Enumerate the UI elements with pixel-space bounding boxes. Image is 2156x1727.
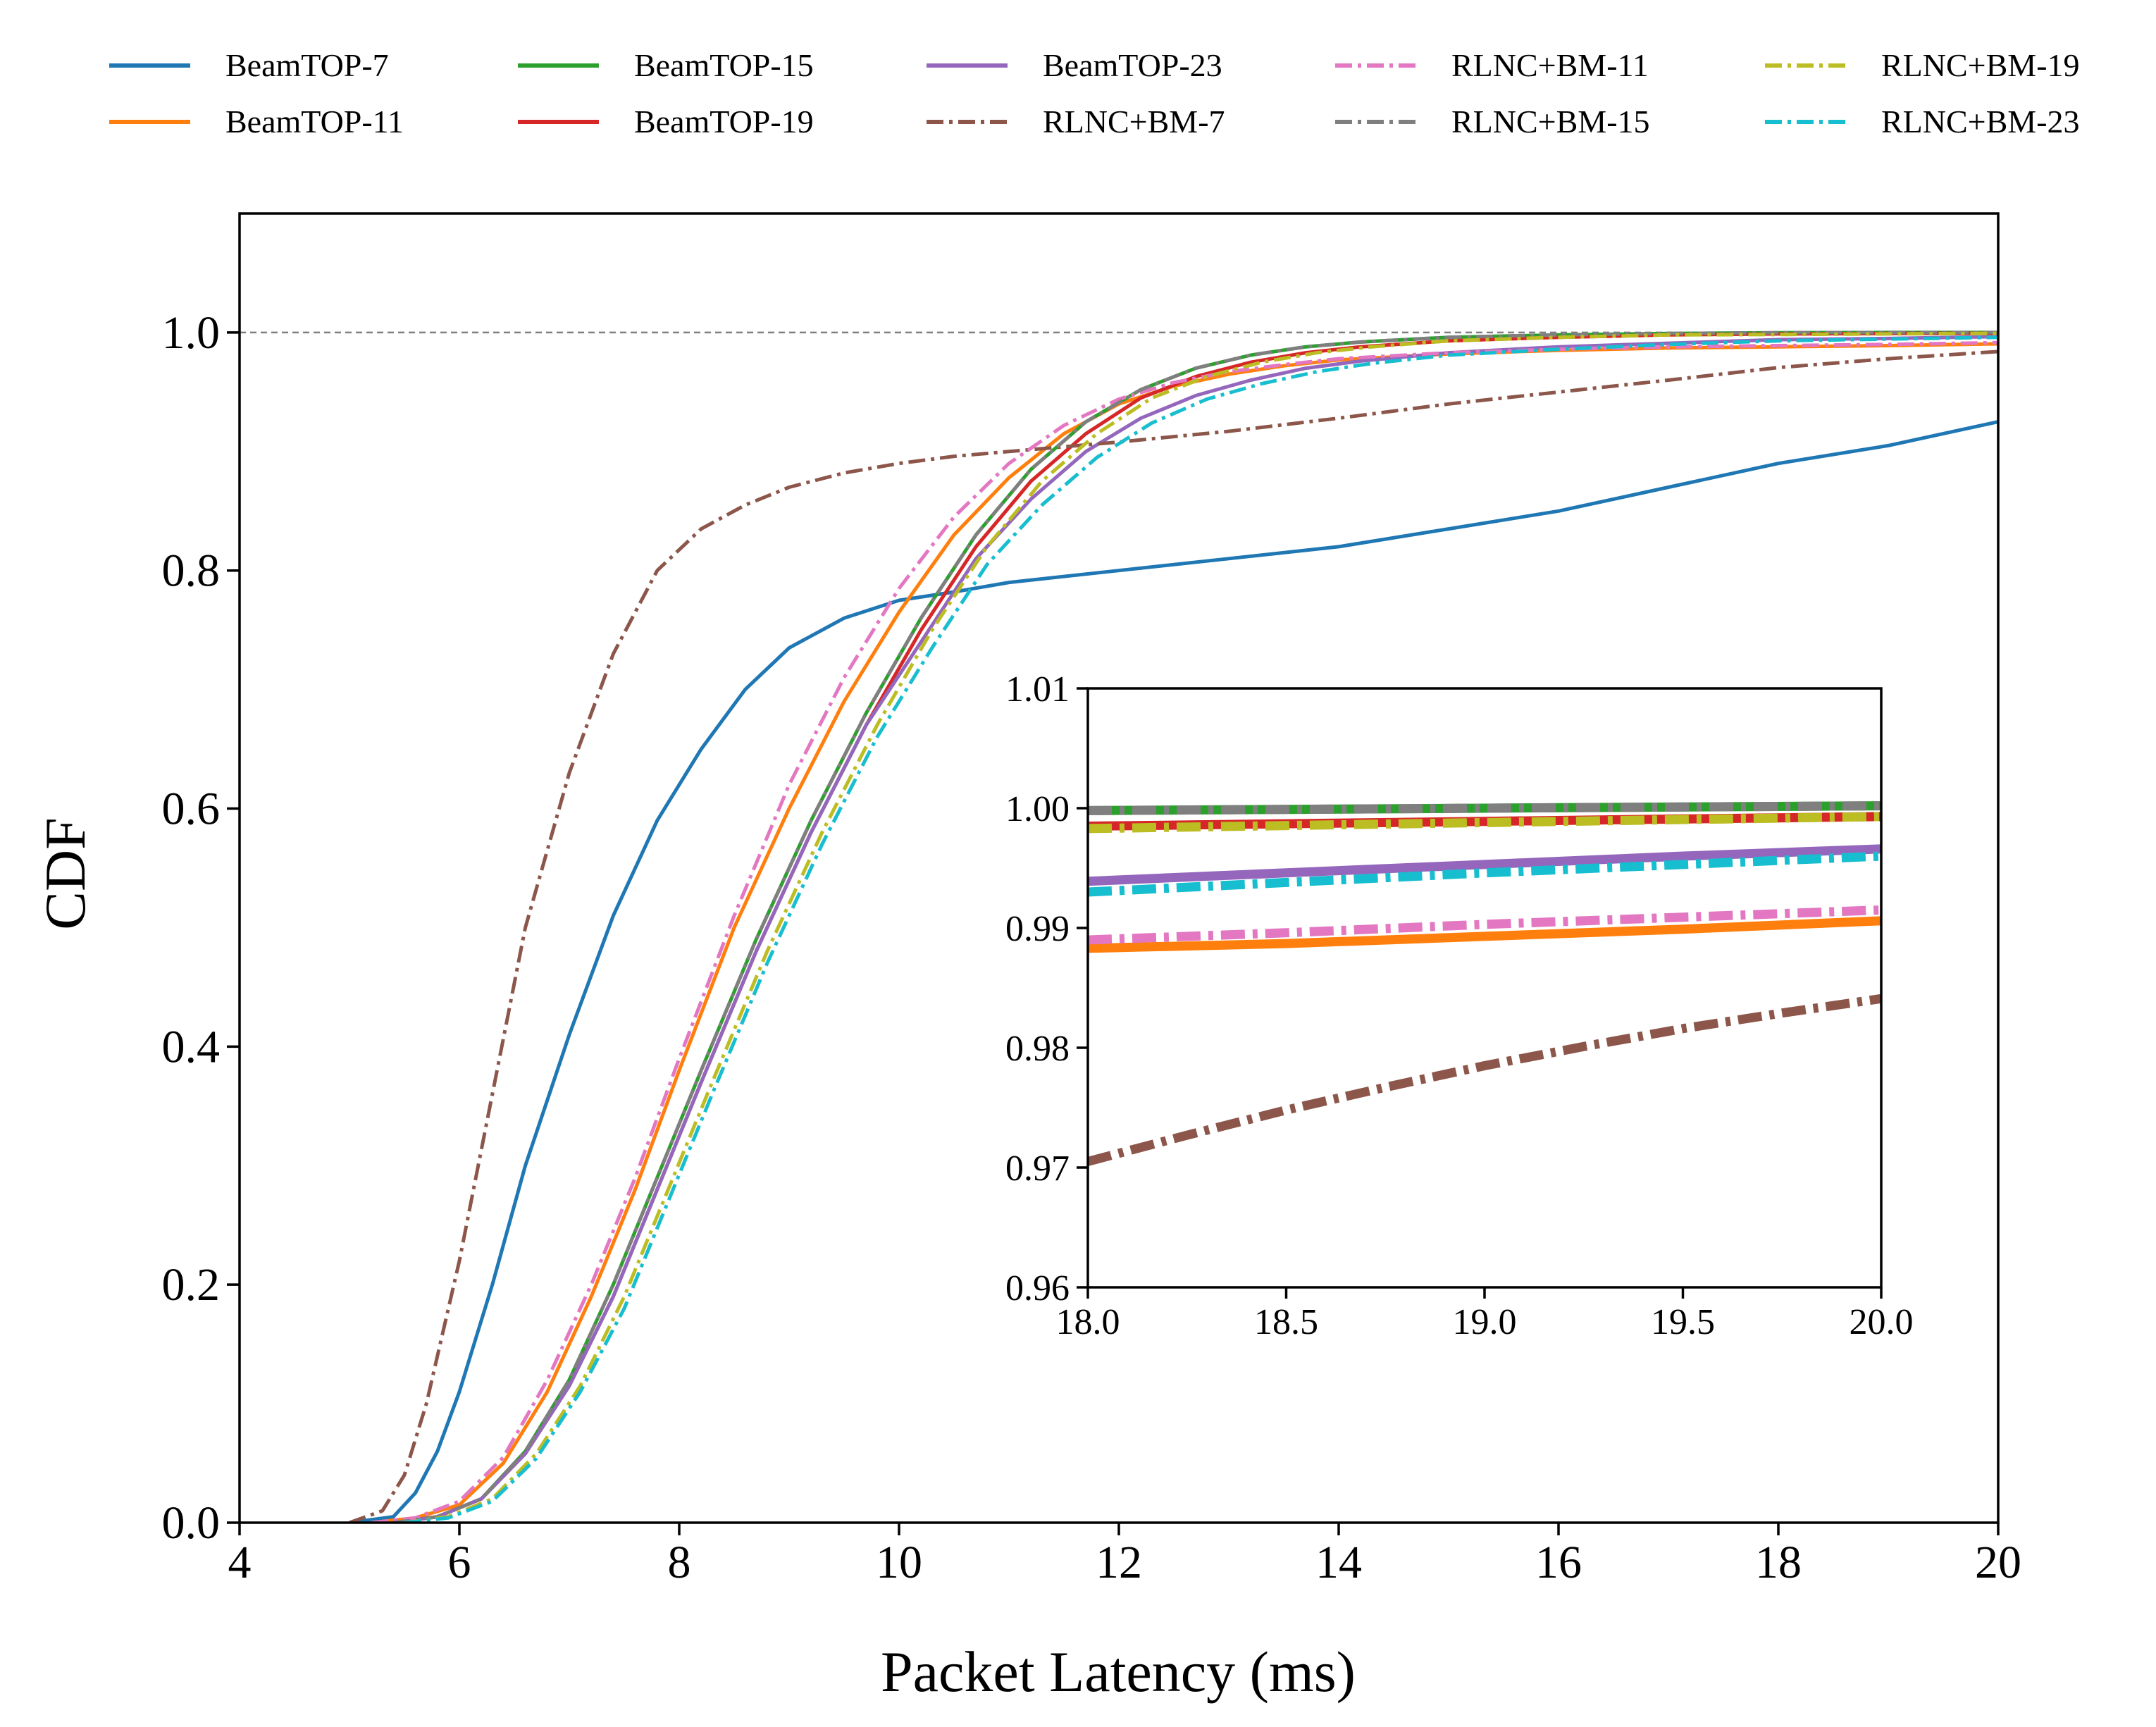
legend-item-RLNC+BM-7: RLNC+BM-7 (927, 104, 1225, 140)
legend-item-RLNC+BM-23: RLNC+BM-23 (1765, 104, 2080, 140)
x-tick-label: 20.0 (1850, 1302, 1914, 1342)
y-tick-label: 0.8 (162, 545, 221, 597)
x-tick-label: 18 (1755, 1537, 1802, 1588)
legend-item-RLNC+BM-15: RLNC+BM-15 (1335, 104, 1650, 140)
x-tick-label: 18.5 (1254, 1302, 1318, 1342)
series-line-RLNC+BM-19 (404, 331, 1998, 1523)
series-line-RLNC+BM-7 (349, 349, 1998, 1523)
y-tick-label: 0.96 (1005, 1268, 1070, 1308)
legend-item-BeamTOP-7: BeamTOP-7 (109, 47, 389, 83)
y-tick-label: 1.01 (1005, 669, 1070, 710)
y-tick-label: 1.0 (162, 307, 221, 359)
main-series-group (240, 330, 1998, 1523)
y-tick-label: 1.00 (1005, 789, 1070, 829)
series-line-BeamTOP-7 (349, 420, 1998, 1523)
series-line-RLNC+BM-23 (404, 335, 1998, 1523)
y-tick-label: 0.0 (162, 1497, 221, 1549)
legend-label: RLNC+BM-15 (1451, 104, 1650, 140)
x-tick-label: 20 (1975, 1537, 2021, 1588)
legend-item-BeamTOP-15: BeamTOP-15 (518, 47, 814, 83)
inset-series-group (1088, 801, 1881, 1166)
legend-label: RLNC+BM-19 (1881, 47, 2080, 83)
x-tick-label: 12 (1096, 1537, 1142, 1588)
series-line-BeamTOP-23 (1088, 844, 1881, 886)
main-plot: 4 6 8 10 12 14 16 18 20 0.0 0.2 0.4 0.6 0.8 1.0 (162, 212, 2021, 1588)
series-line-BeamTOP-15 (1088, 801, 1881, 815)
legend-item-RLNC+BM-11: RLNC+BM-11 (1335, 47, 1649, 83)
x-tick-label: 8 (668, 1537, 691, 1588)
series-line-BeamTOP-23 (393, 335, 1998, 1523)
legend-item-BeamTOP-19: BeamTOP-19 (518, 104, 814, 140)
series-line-BeamTOP-19 (1088, 812, 1881, 831)
legend-label: BeamTOP-23 (1043, 47, 1222, 83)
legend-item-BeamTOP-11: BeamTOP-11 (109, 104, 404, 140)
legend-label: RLNC+BM-7 (1043, 104, 1225, 140)
x-tick-label: 16 (1535, 1537, 1582, 1588)
series-line-RLNC+BM-11 (371, 340, 1998, 1523)
x-tick-label: 4 (228, 1537, 252, 1588)
legend-label: RLNC+BM-23 (1881, 104, 2080, 140)
inset-background (1088, 688, 1881, 1287)
y-tick-label: 0.2 (162, 1259, 221, 1311)
y-axis-label: CDF (33, 817, 97, 930)
x-tick-label: 18.0 (1056, 1302, 1120, 1342)
x-tick-label: 10 (876, 1537, 922, 1588)
inset-plot: 18.0 18.5 19.0 19.5 20.0 0.96 0.97 0.98 0.99 1.00… (1005, 669, 1914, 1342)
series-line-BeamTOP-11 (1088, 916, 1881, 953)
y-tick-label: 0.97 (1005, 1149, 1070, 1189)
y-tick-label: 0.99 (1005, 909, 1070, 949)
legend-label: BeamTOP-7 (225, 47, 389, 83)
x-tick-label: 19.0 (1453, 1302, 1517, 1342)
legend-label: BeamTOP-11 (225, 104, 404, 140)
legend-label: RLNC+BM-11 (1451, 47, 1649, 83)
legend-item-BeamTOP-23: BeamTOP-23 (927, 47, 1222, 83)
x-tick-label: 6 (448, 1537, 471, 1588)
y-tick-label: 0.4 (162, 1021, 221, 1072)
legend-label: BeamTOP-19 (634, 104, 814, 140)
series-line-RLNC+BM-7 (1088, 994, 1881, 1166)
y-tick-label: 0.6 (162, 784, 221, 835)
y-tick-label: 0.98 (1005, 1029, 1070, 1069)
x-tick-label: 14 (1315, 1537, 1362, 1588)
legend: BeamTOP-7 BeamTOP-11 BeamTOP-15 BeamTOP-19 B… (109, 47, 2080, 140)
x-axis-label: Packet Latency (ms) (881, 1640, 1356, 1704)
legend-item-RLNC+BM-19: RLNC+BM-19 (1765, 47, 2080, 83)
legend-label: BeamTOP-15 (634, 47, 814, 83)
series-line-RLNC+BM-15 (393, 330, 1998, 1523)
x-tick-label: 19.5 (1651, 1302, 1715, 1342)
